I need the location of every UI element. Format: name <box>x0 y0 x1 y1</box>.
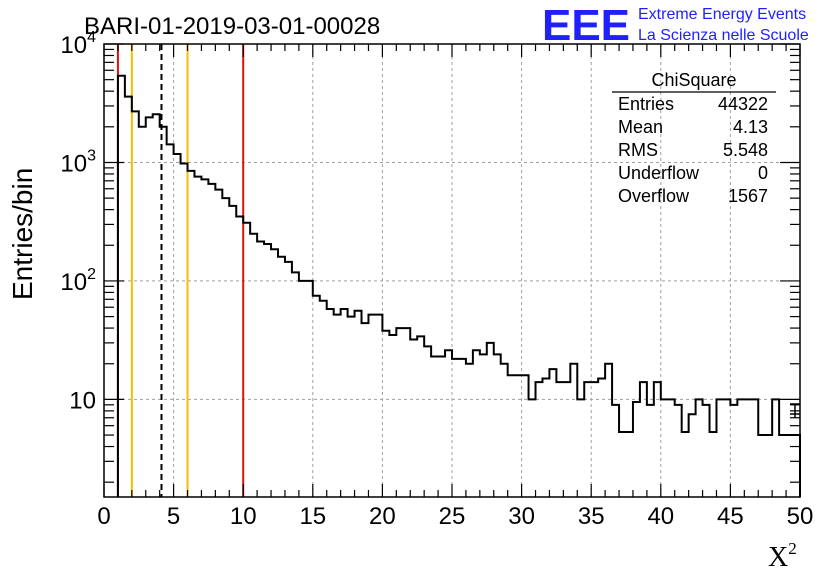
x-tick-label: 25 <box>439 503 466 530</box>
x-axis-label: X2 <box>768 539 797 572</box>
stats-rows: Entries 44322 Mean 4.13 RMS 5.548 Underflow 0 Ov… <box>618 94 768 206</box>
stats-label-entries: Entries <box>618 94 674 114</box>
stats-label-underflow: Underflow <box>618 163 700 183</box>
x-axis-label-base: X <box>768 542 788 572</box>
x-tick-label: 0 <box>97 503 110 530</box>
last-bin-error-bar <box>790 403 800 418</box>
eee-logo: EEE Extreme Energy Events La Scienza nel… <box>542 1 809 50</box>
x-tick-label: 35 <box>578 503 605 530</box>
stats-box: ChiSquare Entries 44322 Mean 4.13 RMS 5.548 Un… <box>612 70 776 206</box>
x-axis: 0 5 10 15 20 25 30 35 40 45 50 <box>97 44 813 530</box>
stats-value-overflow: 1567 <box>728 186 768 206</box>
y-tick-label: 102 <box>60 266 96 296</box>
stats-value-rms: 5.548 <box>723 140 768 160</box>
stats-value-mean: 4.13 <box>733 117 768 137</box>
stats-label-overflow: Overflow <box>618 186 690 206</box>
eee-logo-line2: La Scienza nelle Scuole <box>638 27 809 44</box>
x-tick-label: 20 <box>369 503 396 530</box>
stats-title: ChiSquare <box>651 70 736 90</box>
x-tick-label: 45 <box>717 503 744 530</box>
x-tick-label: 5 <box>167 503 180 530</box>
eee-logo-mark: EEE <box>542 1 630 50</box>
eee-logo-line1: Extreme Energy Events <box>638 6 806 23</box>
grid-lines <box>104 44 800 497</box>
chart-title: BARI-01-2019-03-01-00028 <box>84 13 380 40</box>
y-tick-label: 104 <box>60 29 96 59</box>
y-tick-label: 10 <box>69 387 96 414</box>
stats-label-rms: RMS <box>618 140 658 160</box>
x-tick-label: 40 <box>647 503 674 530</box>
stats-label-mean: Mean <box>618 117 663 137</box>
y-axis-label: Entries/bin <box>7 168 38 300</box>
x-axis-label-sup: 2 <box>788 539 797 558</box>
stats-value-underflow: 0 <box>758 163 768 183</box>
histogram-series <box>116 74 801 497</box>
stats-value-entries: 44322 <box>718 94 768 114</box>
x-tick-label: 15 <box>299 503 326 530</box>
x-tick-label: 50 <box>787 503 814 530</box>
x-tick-label: 10 <box>230 503 257 530</box>
x-tick-label: 30 <box>508 503 535 530</box>
y-tick-label: 103 <box>60 147 96 177</box>
